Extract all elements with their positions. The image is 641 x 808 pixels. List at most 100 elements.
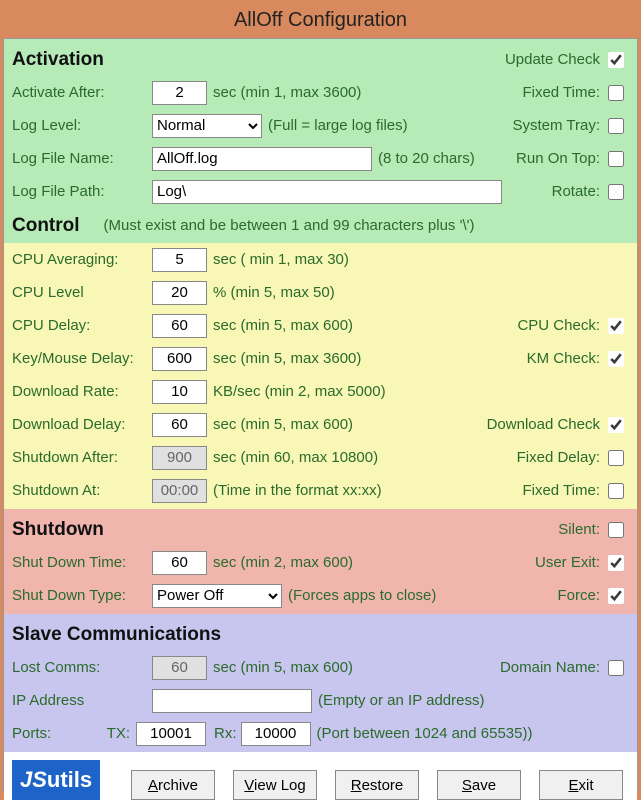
update-check-wrap: Update Check <box>505 49 627 71</box>
update-check[interactable] <box>608 52 624 68</box>
run-on-top-check[interactable] <box>608 151 624 167</box>
domain-name-label: Domain Name: <box>500 659 600 676</box>
cpu-check-label: CPU Check: <box>517 317 600 334</box>
exit-button[interactable]: Exit <box>539 770 623 800</box>
rx-input[interactable] <box>241 722 311 746</box>
log-file-name-label: Log File Name: <box>12 150 152 167</box>
slave-title: Slave Communications <box>12 624 221 646</box>
slave-section: Slave Communications Lost Comms: sec (mi… <box>4 614 637 752</box>
system-tray-check[interactable] <box>608 118 624 134</box>
system-tray-label: System Tray: <box>512 117 600 134</box>
logo: JSutils <box>12 760 100 800</box>
dl-rate-hint: KB/sec (min 2, max 5000) <box>213 383 386 400</box>
ctrl-fixed-time-check[interactable] <box>608 483 624 499</box>
sd-time-hint: sec (min 2, max 600) <box>213 554 353 571</box>
log-level-select[interactable]: NormalFullNone <box>152 114 262 138</box>
cpu-level-label: CPU Level <box>12 284 152 301</box>
log-level-label: Log Level: <box>12 117 152 134</box>
fixed-delay-label: Fixed Delay: <box>517 449 600 466</box>
silent-label: Silent: <box>558 521 600 538</box>
ip-input[interactable] <box>152 689 312 713</box>
tx-label: TX: <box>88 725 130 742</box>
activation-title: Activation <box>12 49 104 71</box>
cpu-delay-hint: sec (min 5, max 600) <box>213 317 353 334</box>
cpu-delay-label: CPU Delay: <box>12 317 152 334</box>
update-check-label: Update Check <box>505 51 600 68</box>
km-check-label: KM Check: <box>527 350 600 367</box>
log-file-name-hint: (8 to 20 chars) <box>378 150 475 167</box>
ports-hint: (Port between 1024 and 65535)) <box>317 725 533 742</box>
activate-after-input[interactable] <box>152 81 207 105</box>
rotate-check[interactable] <box>608 184 624 200</box>
activate-after-hint: sec (min 1, max 3600) <box>213 84 361 101</box>
dl-check[interactable] <box>608 417 624 433</box>
shutdown-section: Shutdown Silent: Shut Down Time: sec (mi… <box>4 509 637 614</box>
shutdown-at-hint: (Time in the format xx:xx) <box>213 482 382 499</box>
sd-time-label: Shut Down Time: <box>12 554 152 571</box>
cpu-check[interactable] <box>608 318 624 334</box>
ip-label: IP Address <box>12 692 152 709</box>
force-label: Force: <box>557 587 600 604</box>
cpu-avg-hint: sec ( min 1, max 30) <box>213 251 349 268</box>
lost-comms-label: Lost Comms: <box>12 659 152 676</box>
rotate-label: Rotate: <box>552 183 600 200</box>
log-level-hint: (Full = large log files) <box>268 117 408 134</box>
archive-button[interactable]: Archive <box>131 770 215 800</box>
log-file-path-label: Log File Path: <box>12 183 152 200</box>
ctrl-fixed-time-label: Fixed Time: <box>522 482 600 499</box>
km-check[interactable] <box>608 351 624 367</box>
activate-after-label: Activate After: <box>12 84 152 101</box>
dl-check-label: Download Check <box>487 416 600 433</box>
ports-label: Ports: <box>12 725 82 742</box>
lost-comms-hint: sec (min 5, max 600) <box>213 659 353 676</box>
dl-rate-label: Download Rate: <box>12 383 152 400</box>
shutdown-at-label: Shutdown At: <box>12 482 152 499</box>
user-exit-label: User Exit: <box>535 554 600 571</box>
control-section: Control (Must exist and be between 1 and… <box>4 210 637 509</box>
silent-check[interactable] <box>608 522 624 538</box>
ip-hint: (Empty or an IP address) <box>318 692 484 709</box>
shutdown-title: Shutdown <box>12 519 104 541</box>
lost-comms-input <box>152 656 207 680</box>
cpu-delay-input[interactable] <box>152 314 207 338</box>
force-check[interactable] <box>608 588 624 604</box>
log-file-name-input[interactable] <box>152 147 372 171</box>
run-on-top-label: Run On Top: <box>516 150 600 167</box>
km-delay-label: Key/Mouse Delay: <box>12 350 152 367</box>
shutdown-after-hint: sec (min 60, max 10800) <box>213 449 378 466</box>
shutdown-after-input <box>152 446 207 470</box>
fixed-time-check[interactable] <box>608 85 624 101</box>
title-bar: AllOff Configuration <box>3 3 638 38</box>
sd-type-hint: (Forces apps to close) <box>288 587 436 604</box>
window-frame: AllOff Configuration Activation Update C… <box>0 0 641 800</box>
dl-delay-hint: sec (min 5, max 600) <box>213 416 353 433</box>
sd-type-label: Shut Down Type: <box>12 587 152 604</box>
fixed-time-label: Fixed Time: <box>522 84 600 101</box>
domain-name-check[interactable] <box>608 660 624 676</box>
cpu-avg-input[interactable] <box>152 248 207 272</box>
sd-time-input[interactable] <box>152 551 207 575</box>
restore-button[interactable]: Restore <box>335 770 419 800</box>
shutdown-after-label: Shutdown After: <box>12 449 152 466</box>
tx-input[interactable] <box>136 722 206 746</box>
fixed-delay-check[interactable] <box>608 450 624 466</box>
user-exit-check[interactable] <box>608 555 624 571</box>
viewlog-button[interactable]: View Log <box>233 770 317 800</box>
shutdown-at-input <box>152 479 207 503</box>
control-title: Control <box>12 215 80 237</box>
cpu-level-input[interactable] <box>152 281 207 305</box>
rx-label: Rx: <box>214 725 237 742</box>
activation-section: Activation Update Check Activate After: … <box>4 39 637 210</box>
km-delay-input[interactable] <box>152 347 207 371</box>
log-file-path-input[interactable] <box>152 180 502 204</box>
sd-type-select[interactable]: Power OffRestartLog OffHibernateSleep <box>152 584 282 608</box>
cpu-level-hint: % (min 5, max 50) <box>213 284 335 301</box>
must-note: (Must exist and be between 1 and 99 char… <box>104 217 475 234</box>
cpu-avg-label: CPU Averaging: <box>12 251 152 268</box>
content-area: Activation Update Check Activate After: … <box>3 38 638 792</box>
save-button[interactable]: Save <box>437 770 521 800</box>
km-delay-hint: sec (min 5, max 3600) <box>213 350 361 367</box>
dl-delay-label: Download Delay: <box>12 416 152 433</box>
dl-delay-input[interactable] <box>152 413 207 437</box>
dl-rate-input[interactable] <box>152 380 207 404</box>
